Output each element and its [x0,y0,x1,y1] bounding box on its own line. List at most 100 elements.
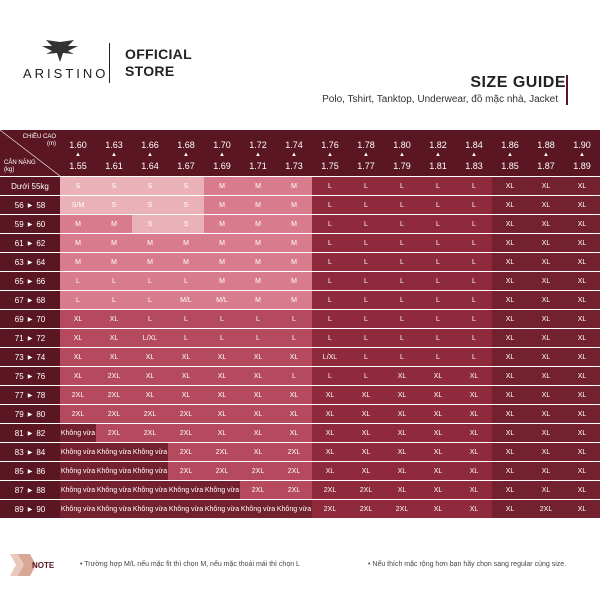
header: ARISTINO OFFICIAL STORE SIZE GUIDE Polo,… [0,0,600,128]
size-cell: XL [348,386,385,404]
size-cell: L [456,329,493,347]
size-cell: XL [456,500,493,518]
size-cell: L [348,272,385,290]
size-cell: 2XL [240,481,277,499]
size-cell: M [240,215,277,233]
size-cell: XL [240,424,277,442]
size-cell: M [276,215,313,233]
size-cell: XL [384,424,421,442]
size-cell: L [240,329,277,347]
size-cell: 2XL [96,367,133,385]
size-cell: XL [492,348,529,366]
size-cell: XL [528,291,565,309]
note-badge: NOTE [10,554,55,576]
size-cell: XL [564,329,600,347]
size-cell: L [420,196,457,214]
size-cell: L [204,310,241,328]
size-cell: L [420,291,457,309]
size-cell: S/M [60,196,97,214]
size-cell: L [456,310,493,328]
height-header-11: 1.84 ▲ 1.83 [456,130,493,176]
weight-axis-label: CÂN NẶNG (kg) [4,160,36,173]
size-cell: XL [564,386,600,404]
size-cell: XL [348,405,385,423]
size-cell: Không vừa [132,443,169,461]
size-cell: XL [312,443,349,461]
weight-label: 73 ▶ 74 [0,348,61,366]
size-cell: XL [528,272,565,290]
size-cell: L [240,310,277,328]
table-row: Dưới 55kg S S S S M M M L L L L L XL XL XL [0,177,600,196]
size-cell: XL [492,177,529,195]
size-cell: S [168,215,205,233]
size-cell: XL [492,291,529,309]
size-cell: M/L [204,291,241,309]
size-cell: XL [528,462,565,480]
weight-label: 65 ▶ 66 [0,272,61,290]
weight-label: 59 ▶ 60 [0,215,61,233]
size-cell: Không vừa [240,500,277,518]
size-cell: XL [240,405,277,423]
size-cell: XL [276,348,313,366]
size-cell: L [312,291,349,309]
size-cell: L [312,196,349,214]
note-right-text: • Nếu thích mặc rộng hơn bạn hãy chọn sa… [368,561,567,568]
size-cell: 2XL [132,424,169,442]
size-cell: L [348,215,385,233]
weight-label: 79 ▶ 80 [0,405,61,423]
size-cell: M [60,253,97,271]
size-cell: L [96,291,133,309]
size-cell: XL [456,424,493,442]
size-cell: L [168,329,205,347]
table-row: 59 ▶ 60 M M S S M M M L L L L L XL XL XL [0,215,600,234]
size-cell: XL [528,329,565,347]
size-cell: L [384,272,421,290]
table-corner: CHIỀU CAO (m) CÂN NẶNG (kg) [0,130,61,176]
size-cell: M [132,234,169,252]
size-cell: XL [240,367,277,385]
size-cell: XL [528,310,565,328]
size-cell: Không vừa [132,500,169,518]
size-cell: L [456,272,493,290]
size-cell: XL [420,424,457,442]
size-cell: XL [564,291,600,309]
size-cell: L [348,253,385,271]
size-cell: L [420,253,457,271]
size-cell: L [384,291,421,309]
table-row: 65 ▶ 66 L L L L M M M L L L L L XL XL XL [0,272,600,291]
size-cell: L [276,329,313,347]
size-cell: Không vừa [204,500,241,518]
size-cell: XL [168,367,205,385]
size-cell: XL [564,443,600,461]
size-cell: Không vừa [132,481,169,499]
size-cell: XL [312,386,349,404]
size-cell: L [420,272,457,290]
size-cell: XL [492,367,529,385]
height-header-13: 1.88 ▲ 1.87 [528,130,565,176]
table-row: 89 ▶ 90 Không vừa Không vừa Không vừa Không vừ… [0,500,600,519]
size-cell: M [96,253,133,271]
size-cell: L [168,310,205,328]
size-cell: XL [168,386,205,404]
size-cell: XL [564,177,600,195]
size-cell: XL [492,424,529,442]
weight-label: 63 ▶ 64 [0,253,61,271]
size-cell: L [312,215,349,233]
weight-label: 89 ▶ 90 [0,500,61,518]
size-cell: XL [564,348,600,366]
size-cell: XL [492,329,529,347]
size-cell: L [312,234,349,252]
size-cell: XL [528,481,565,499]
size-cell: XL [60,367,97,385]
size-cell: XL [60,329,97,347]
size-cell: XL [348,443,385,461]
size-cell: M [240,177,277,195]
size-cell: 2XL [168,424,205,442]
size-cell: XL [240,386,277,404]
size-cell: M [276,234,313,252]
size-cell: 2XL [168,405,205,423]
size-cell: L [312,177,349,195]
table-row: 75 ▶ 76 XL 2XL XL XL XL XL L L L XL XL XL XL XL XL [0,367,600,386]
size-cell: XL [60,310,97,328]
size-cell: Không vừa [132,462,169,480]
